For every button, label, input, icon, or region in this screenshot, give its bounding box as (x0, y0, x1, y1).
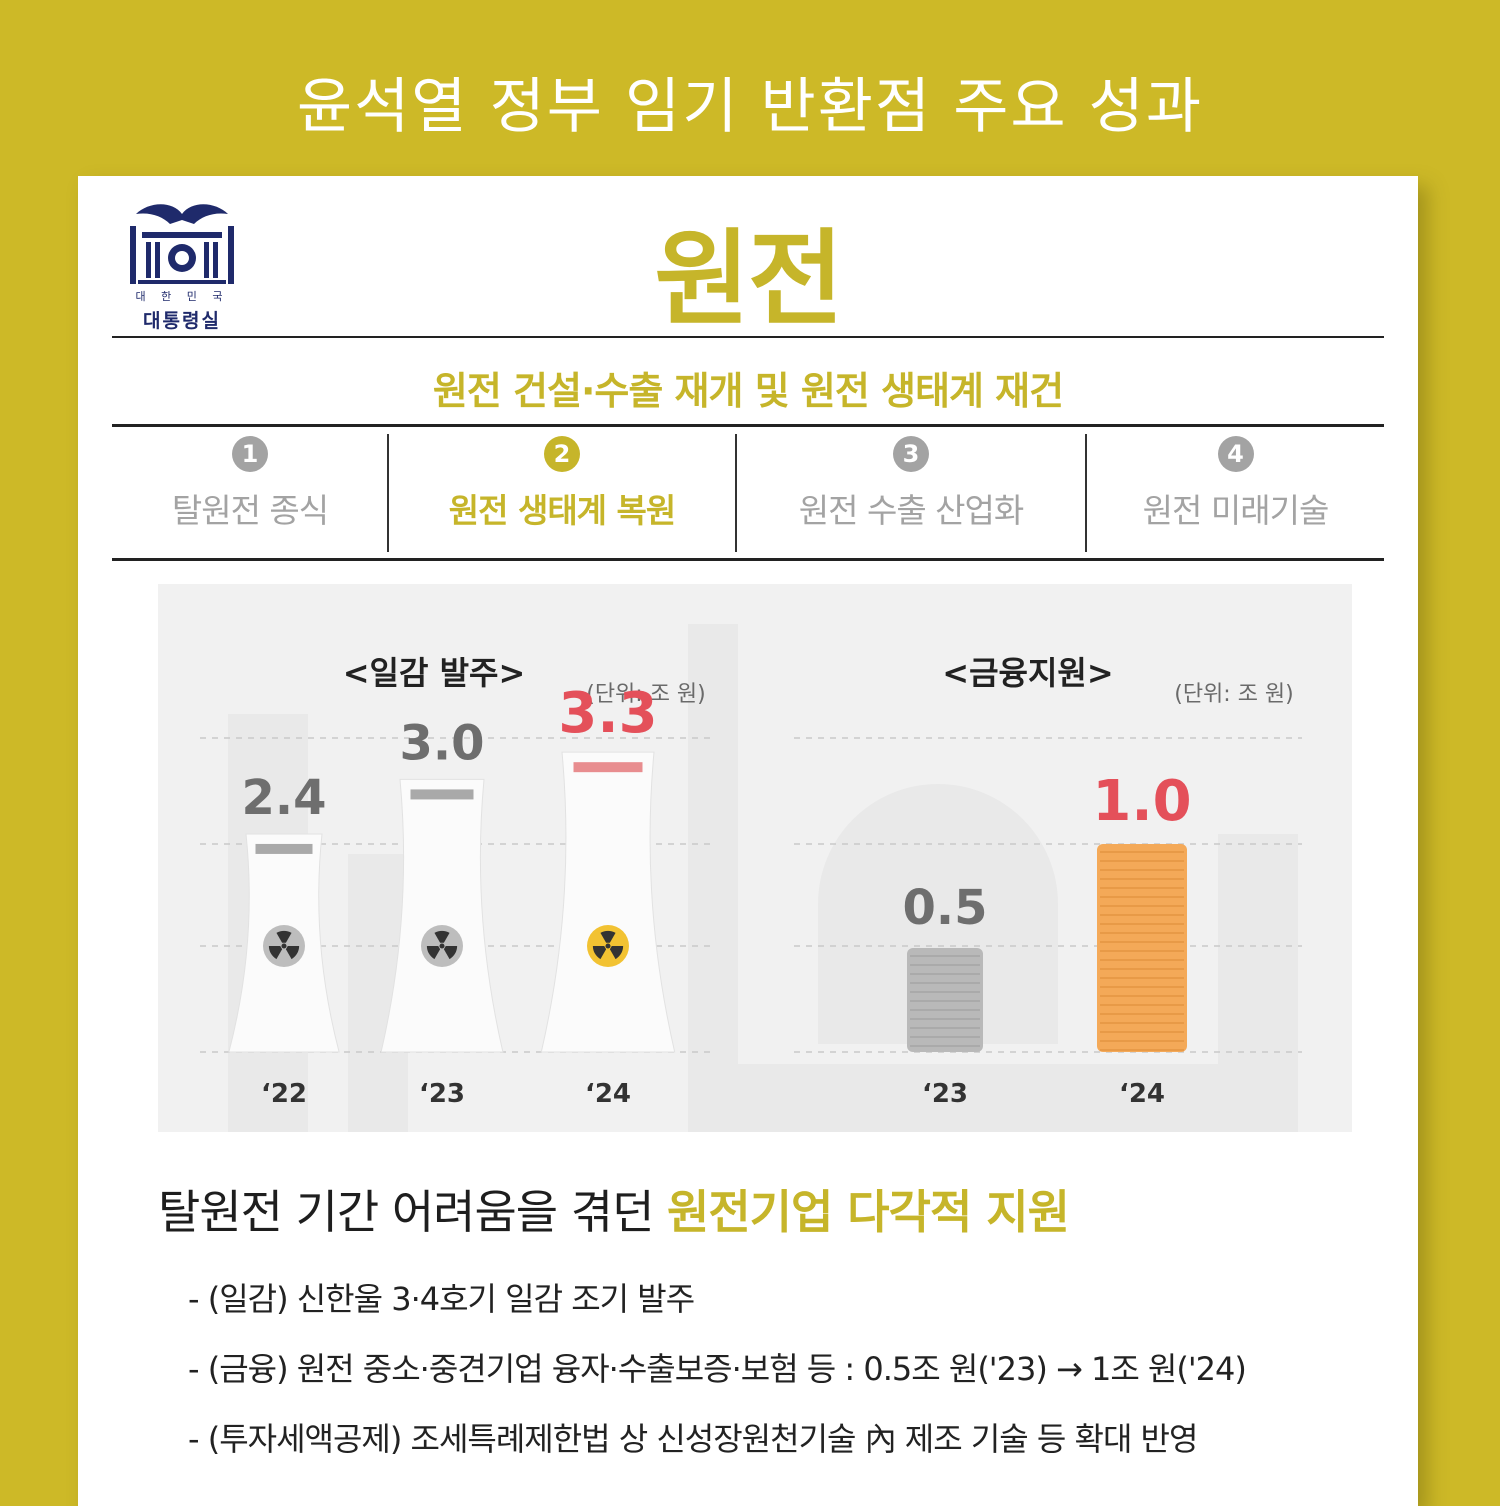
data-label: 3.0 (399, 715, 484, 771)
tab-label: 원전 생태계 복원 (448, 491, 677, 530)
bullet-item-1: - (일감) 신한울 3·4호기 일감 조기 발주 (188, 1280, 695, 1318)
chart-financial-support: <금융지원> (단위: 조 원) 0.5 ‘23 1.0 ‘24 (794, 654, 1302, 1109)
tab-label: 원전 수출 산업화 (798, 491, 1025, 530)
headline-text: 탈원전 기간 어려움을 겪던 (158, 1185, 668, 1239)
tab-label: 탈원전 종식 (171, 491, 329, 530)
tower-band (573, 762, 643, 773)
headline-highlight: 원전기업 다각적 지원 (667, 1185, 1070, 1239)
radiation-blade (268, 946, 283, 960)
tower-band (255, 843, 313, 854)
divider (112, 558, 1384, 561)
radiation-blade (276, 930, 292, 943)
radiation-center (281, 943, 287, 949)
chart-title: <금융지원> (942, 654, 1113, 692)
chart-work-orders: <일감 발주> (단위: 조 원) 2.4 ‘22 3.0 ‘23 3.3 ‘24 (200, 654, 710, 1109)
x-tick-label: ‘23 (419, 1079, 465, 1109)
x-tick-label: ‘24 (1119, 1079, 1165, 1109)
chart-unit: (단위: 조 원) (586, 682, 706, 707)
tab-4[interactable]: 4 원전 미래기술 (1087, 436, 1384, 532)
charts-svg: <일감 발주> (단위: 조 원) 2.4 ‘22 3.0 ‘23 3.3 ‘24 <금융지원… (200, 624, 1302, 1132)
tab-number-3: 3 (893, 436, 929, 472)
tab-number-2: 2 (544, 436, 580, 472)
section-title: 원전 (654, 218, 843, 340)
cooling-tower-bar (540, 751, 676, 1053)
tab-separator (735, 434, 737, 552)
bullet-item-3: - (투자세액공제) 조세특례제한법 상 신성장원천기술 內 제조 기술 등 확… (188, 1420, 1198, 1458)
tower-band (410, 789, 474, 800)
tab-3[interactable]: 3 원전 수출 산업화 (737, 436, 1085, 532)
logo-small-text: 대 한 민 국 (135, 290, 229, 303)
tab-label: 원전 미래기술 (1142, 491, 1330, 530)
bullet-item-2: - (금융) 원전 중소·중견기업 융자·수출보증·보험 등 : 0.5조 원(… (188, 1350, 1247, 1388)
x-tick-label: ‘22 (261, 1079, 307, 1109)
tab-number-1: 1 (232, 436, 268, 472)
data-label: 1.0 (1092, 769, 1191, 834)
content-card: 대 한 민 국 대통령실 원전 원전 건설·수출 재개 및 원전 생태계 재건 … (78, 176, 1418, 1506)
logo-name: 대통령실 (143, 310, 221, 332)
coin-stack-bar (907, 948, 983, 1052)
cooling-tower-bar (380, 778, 504, 1053)
chart-panel: <일감 발주> (단위: 조 원) 2.4 ‘22 3.0 ‘23 3.3 ‘24 <금융지원… (158, 584, 1352, 1132)
tab-number-4: 4 (1217, 436, 1254, 472)
data-label: 0.5 (902, 880, 987, 936)
radiation-blade (600, 930, 616, 943)
tab-separator (1085, 434, 1087, 552)
background-plant-illustration (228, 624, 1298, 1132)
radiation-blade (609, 946, 624, 960)
x-tick-label: ‘23 (922, 1079, 968, 1109)
data-label: 2.4 (241, 770, 326, 826)
divider (112, 424, 1384, 427)
coin-stack-bar (1097, 844, 1187, 1052)
radiation-blade (285, 946, 300, 960)
data-label: 3.3 (558, 681, 657, 746)
chart-title: <일감 발주> (343, 654, 526, 692)
radiation-center (439, 943, 445, 949)
radiation-center (605, 943, 611, 949)
section-subtitle: 원전 건설·수출 재개 및 원전 생태계 재건 (432, 369, 1064, 413)
radiation-blade (592, 946, 607, 960)
presidential-office-emblem-icon (130, 204, 234, 284)
radiation-blade (426, 946, 441, 960)
tab-1[interactable]: 1 탈원전 종식 (112, 436, 388, 532)
x-tick-label: ‘24 (585, 1079, 631, 1109)
divider (112, 336, 1384, 338)
chart-unit: (단위: 조 원) (1174, 682, 1294, 707)
tab-2[interactable]: 2 원전 생태계 복원 (389, 436, 735, 532)
radiation-blade (434, 930, 450, 943)
tab-separator (387, 434, 389, 552)
headline: 탈원전 기간 어려움을 겪던 원전기업 다각적 지원 (158, 1176, 1070, 1242)
radiation-blade (443, 946, 458, 960)
page-title: 윤석열 정부 임기 반환점 주요 성과 (296, 72, 1204, 142)
